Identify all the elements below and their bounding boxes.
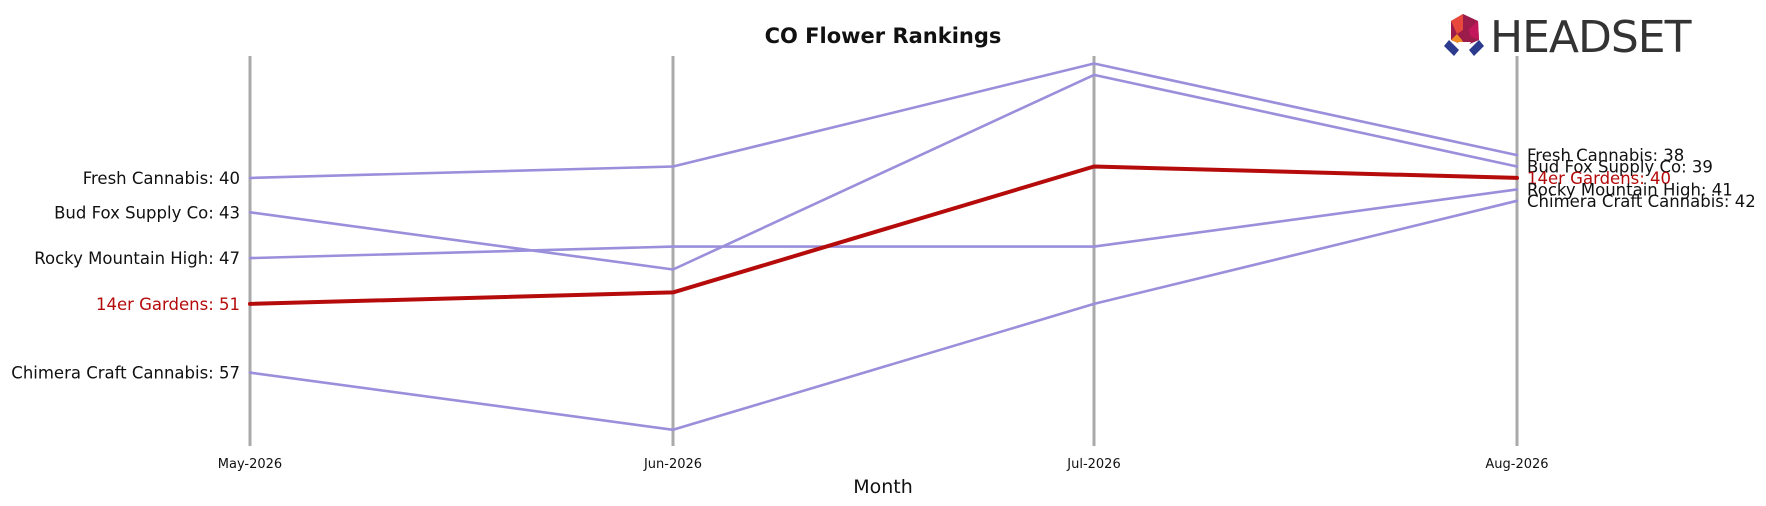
right-value-label: Bud Fox Supply Co: 39	[1527, 158, 1713, 177]
headset-logo: HEADSET	[1444, 12, 1693, 63]
right-value-label: Fresh Cannabis: 38	[1527, 146, 1684, 165]
series-line	[248, 199, 1519, 432]
right-value-label: Rocky Mountain High: 41	[1527, 180, 1733, 199]
left-value-label: Rocky Mountain High: 47	[34, 249, 240, 268]
headset-logo-icon	[1444, 14, 1484, 56]
right-value-label: Chimera Craft Cannabis: 42	[1527, 192, 1756, 211]
series-lines	[248, 62, 1519, 432]
left-value-label: Fresh Cannabis: 40	[83, 169, 240, 188]
series-line	[248, 73, 1519, 271]
chart-title: CO Flower Rankings	[765, 24, 1002, 48]
left-value-label: 14er Gardens: 51	[96, 295, 240, 314]
series-line	[248, 164, 1519, 306]
x-tick-label: Jun-2026	[643, 457, 702, 472]
x-tick-label: May-2026	[218, 457, 282, 472]
x-tick-label: Jul-2026	[1066, 457, 1120, 472]
left-value-labels: Fresh Cannabis: 40 Bud Fox Supply Co: 43 R…	[11, 169, 240, 383]
x-axis-ticks: May-2026 Jun-2026 Jul-2026 Aug-2026	[218, 457, 1549, 472]
right-value-label: 14er Gardens: 40	[1527, 169, 1671, 188]
series-line	[248, 188, 1519, 260]
month-gridlines	[248, 56, 1519, 446]
left-value-label: Chimera Craft Cannabis: 57	[11, 364, 240, 383]
x-tick-label: Aug-2026	[1485, 457, 1548, 472]
headset-logo-text: HEADSET	[1490, 12, 1692, 63]
left-value-label: Bud Fox Supply Co: 43	[54, 203, 240, 222]
x-axis-title: Month	[853, 476, 913, 498]
series-line	[248, 62, 1519, 180]
